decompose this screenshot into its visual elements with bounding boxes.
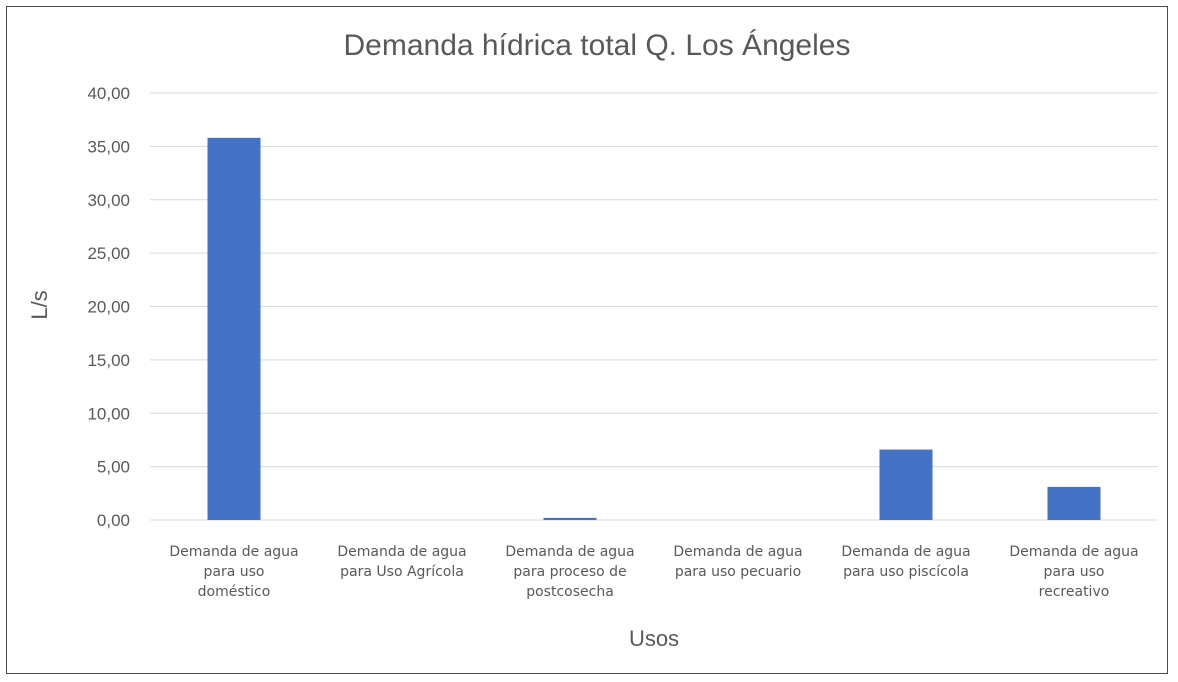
category-label: para uso [204, 564, 265, 580]
category-label: Demanda de agua [673, 544, 802, 560]
y-tick-label: 35,00 [87, 137, 130, 156]
y-tick-label: 20,00 [87, 298, 130, 317]
chart-title: Demanda hídrica total Q. Los Ángeles [344, 29, 851, 62]
category-label: para uso pecuario [675, 564, 801, 580]
y-tick-labels: 0,00 5,00 10,00 15,00 20,00 25,00 30,00 35,00 40… [87, 84, 130, 530]
y-axis-title: L/s [27, 290, 52, 319]
bars [207, 137, 1101, 520]
bar [543, 517, 597, 520]
y-tick-label: 30,00 [87, 191, 130, 210]
y-tick-label: 25,00 [87, 244, 130, 263]
category-labels: Demanda de agua para uso doméstico Demanda … [169, 544, 1138, 600]
chart-frame [6, 6, 1168, 674]
category-label: Demanda de agua [169, 544, 298, 560]
category-label: para proceso de [513, 564, 626, 580]
category-label: para uso [1044, 564, 1105, 580]
y-tick-label: 15,00 [87, 351, 130, 370]
category-label: Demanda de agua [337, 544, 466, 560]
category-label: Demanda de agua [1009, 544, 1138, 560]
category-label: Demanda de agua [505, 544, 634, 560]
category-label: Demanda de agua [841, 544, 970, 560]
category-label: postcosecha [526, 584, 614, 600]
x-axis-title: Usos [629, 626, 679, 651]
category-label: doméstico [198, 584, 271, 600]
gridlines [150, 92, 1158, 521]
category-label: para uso piscícola [843, 564, 969, 580]
y-tick-label: 5,00 [97, 458, 130, 477]
y-tick-label: 40,00 [87, 84, 130, 103]
bar [1047, 486, 1101, 520]
category-label: para Uso Agrícola [340, 564, 464, 580]
bar [207, 137, 261, 520]
y-tick-label: 0,00 [97, 511, 130, 530]
y-tick-label: 10,00 [87, 404, 130, 423]
bar [879, 449, 933, 520]
category-label: recreativo [1039, 584, 1110, 600]
